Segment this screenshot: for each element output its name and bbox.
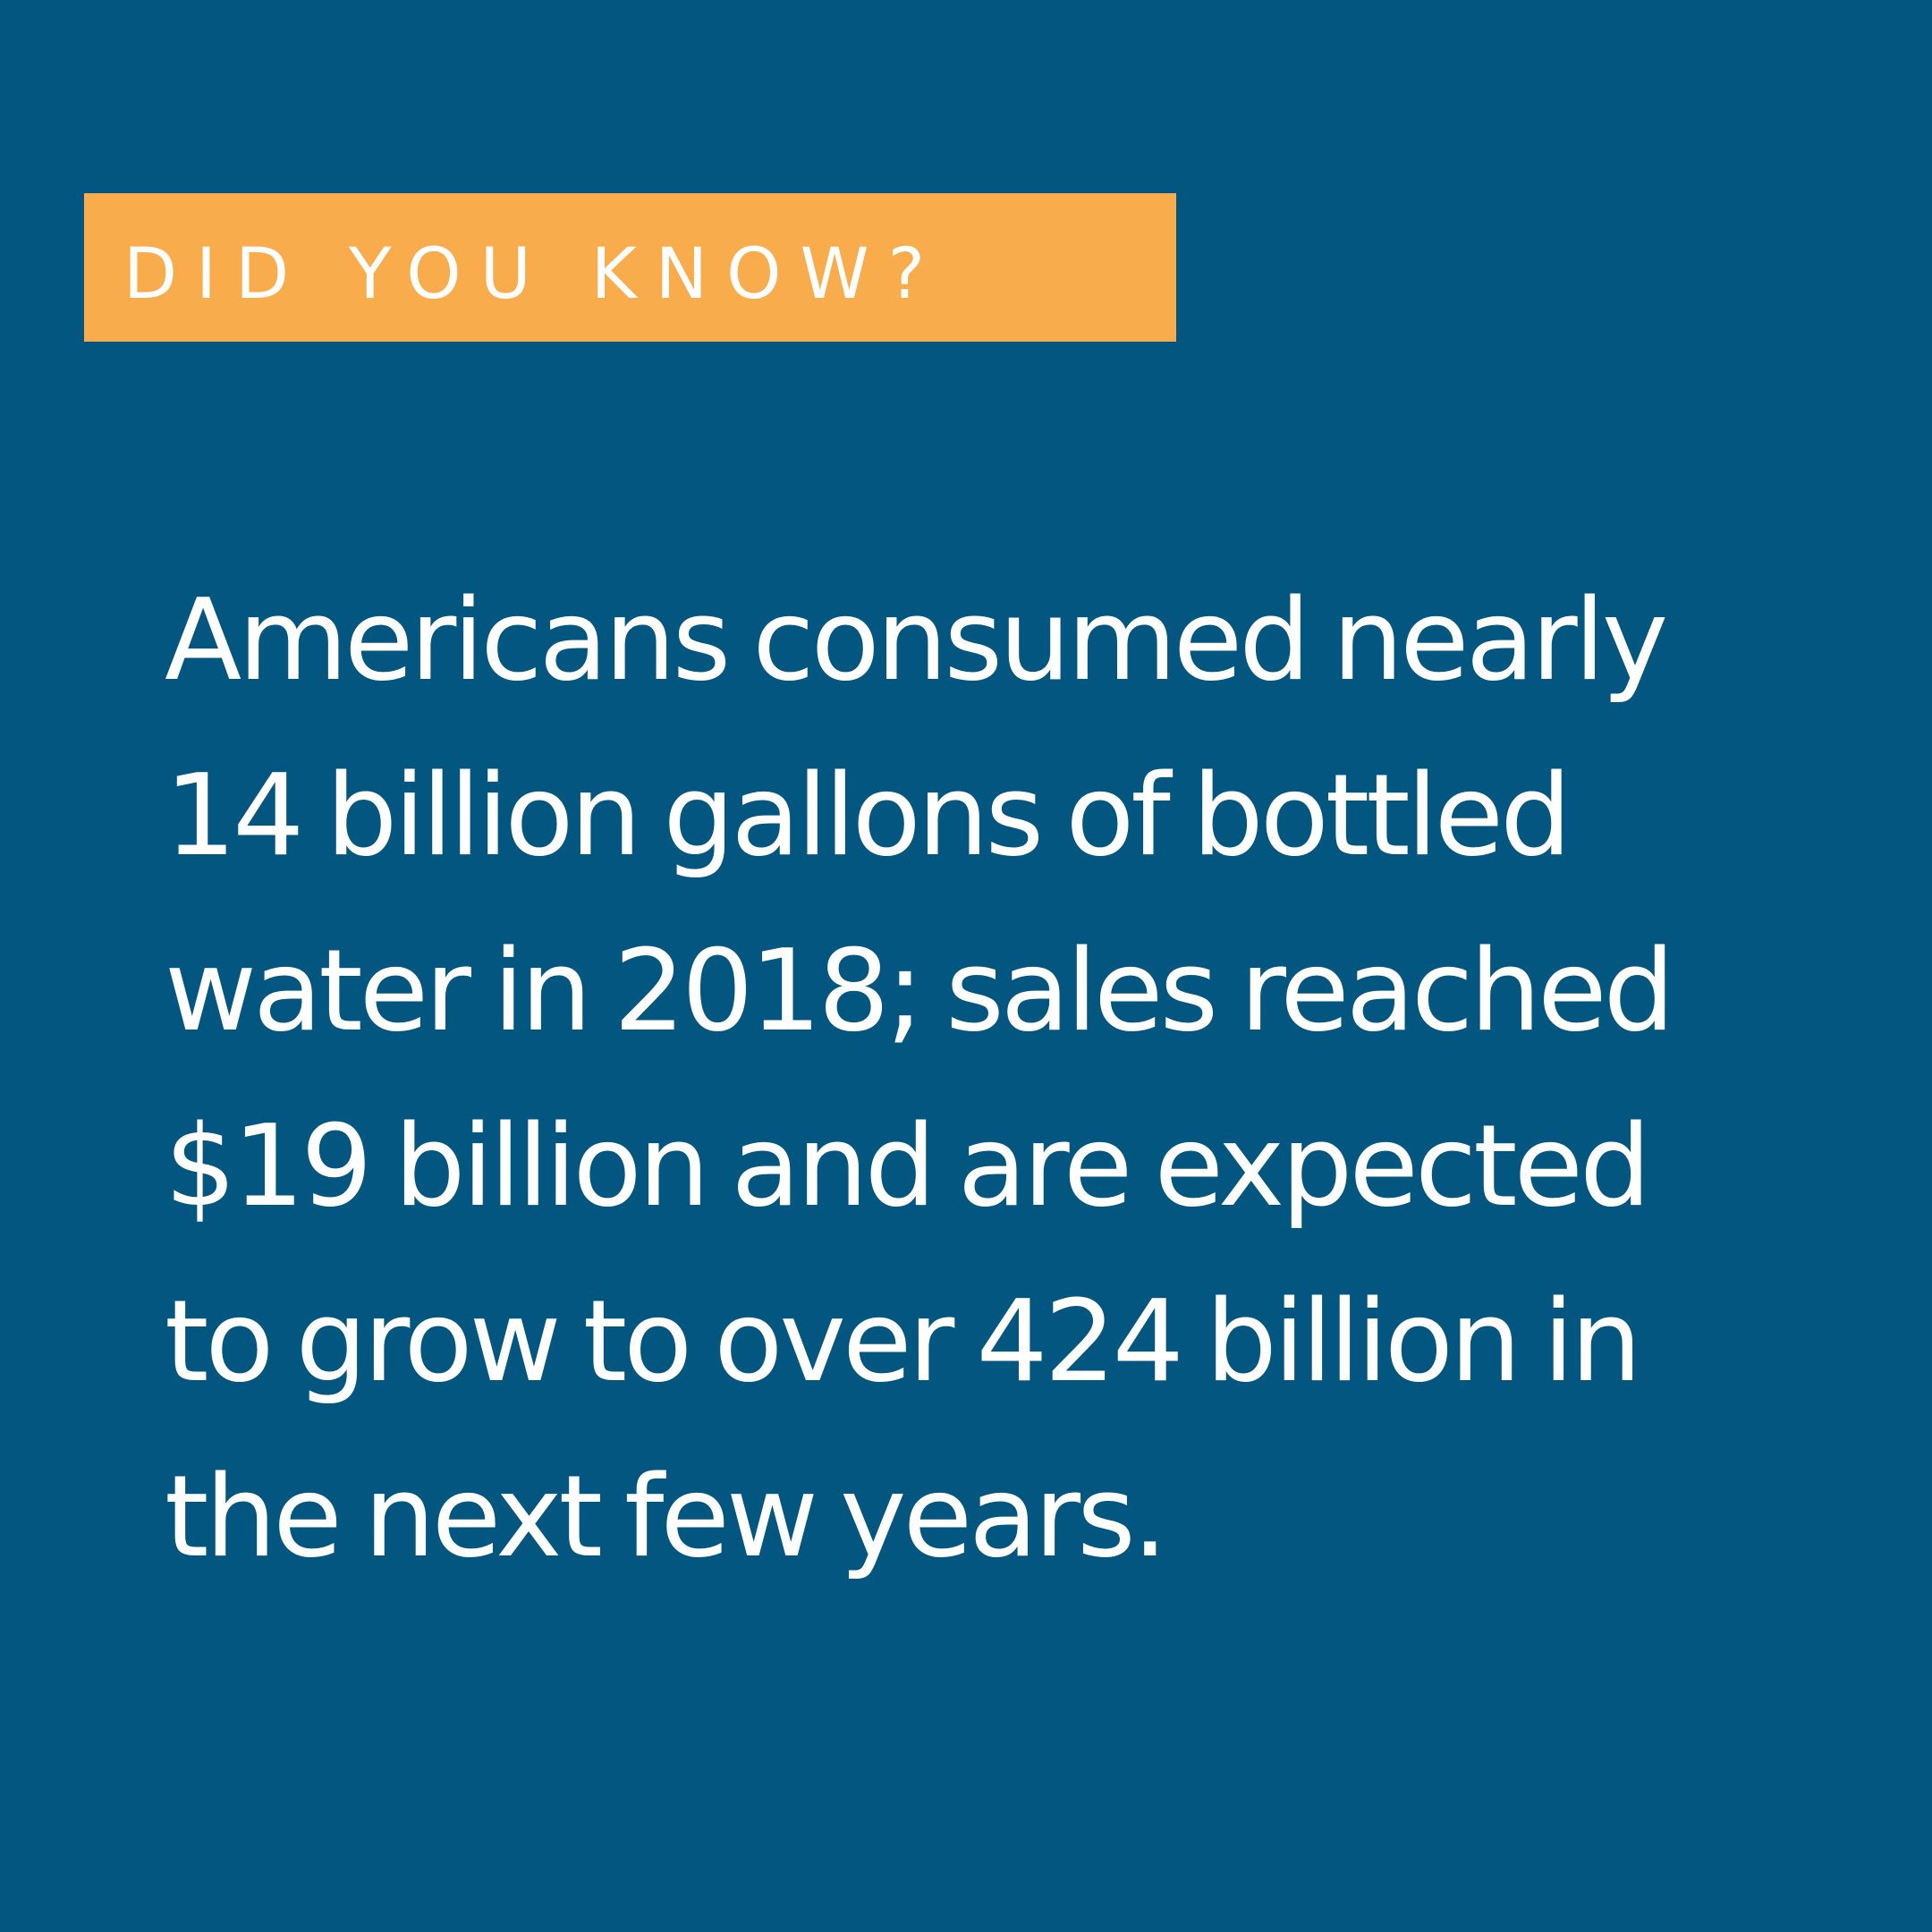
fact-line: to grow to over 424 billion in (165, 1275, 1642, 1407)
fact-line: $19 billion and are expected (165, 1100, 1651, 1232)
badge-label: DID YOU KNOW? (123, 234, 944, 315)
fact-line: the next few years. (165, 1451, 1168, 1582)
fact-text: Americans consumed nearly 14 billion gal… (165, 553, 1828, 1605)
fact-line: Americans consumed nearly (165, 574, 1668, 706)
did-you-know-badge: DID YOU KNOW? (84, 193, 1176, 342)
fact-line: 14 billion gallons of bottled (165, 750, 1572, 881)
fact-line: water in 2018; sales reached (165, 925, 1675, 1056)
